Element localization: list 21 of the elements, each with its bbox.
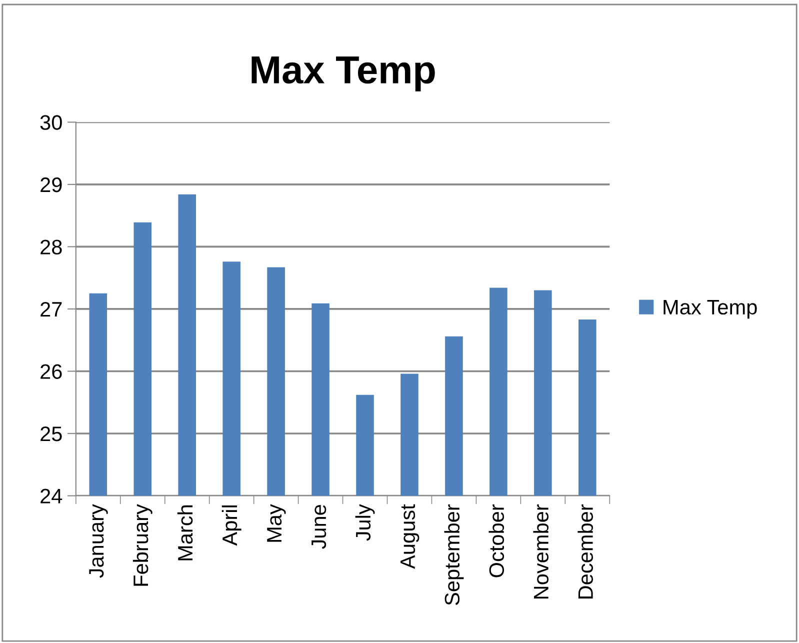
legend-label: Max Temp [664,300,757,319]
x-tick-label: June [312,505,326,549]
x-tick-label: March [177,505,193,560]
chart-title: Max Temp [252,56,435,92]
y-tick-label: 27 [40,302,62,317]
y-tick-label: 25 [40,426,62,442]
x-tick-label: August [400,504,420,569]
x-tick-label: February [132,504,152,586]
y-tick-label: 28 [40,240,62,254]
x-tick-label: May [267,504,286,542]
y-tick-label: 26 [40,364,62,379]
x-tick-label: January [89,504,108,578]
x-tick-label: November [533,504,549,598]
x-tick-label: September [444,504,464,606]
x-tick-label: December [578,504,593,598]
x-tick-label: July [355,504,375,541]
y-tick-label: 24 [40,488,62,504]
y-tick-label: 29 [40,177,62,192]
x-tick-label: October [488,504,504,578]
y-tick-label: 30 [40,115,62,130]
x-tick-label: April [222,505,242,546]
